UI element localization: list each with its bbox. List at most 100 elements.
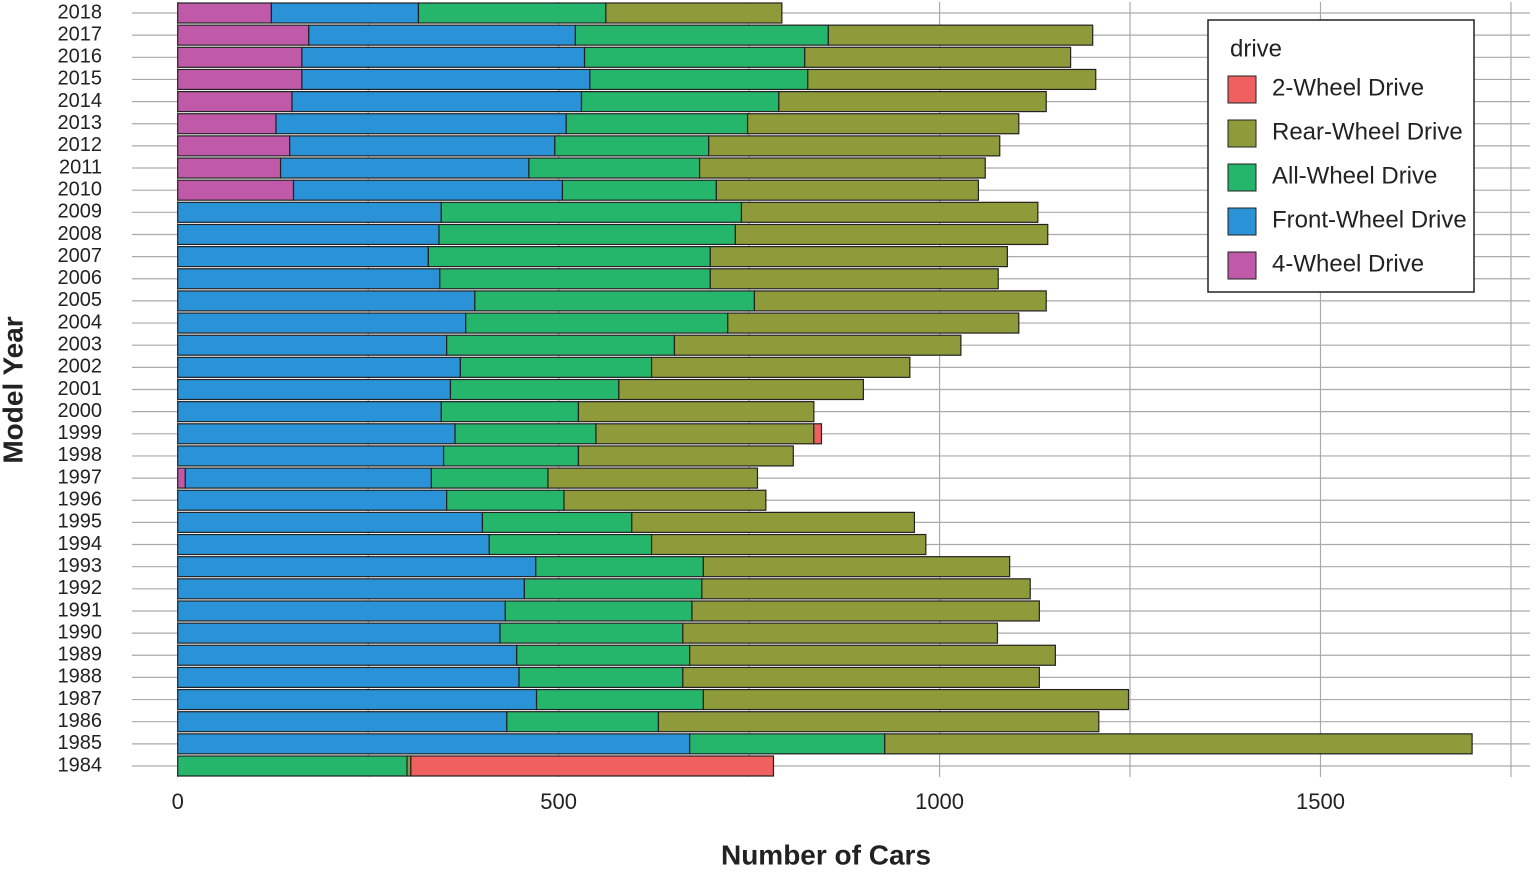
bar bbox=[631, 511, 916, 533]
bar bbox=[301, 46, 586, 68]
bar bbox=[177, 600, 506, 622]
bar bbox=[449, 378, 620, 401]
bar bbox=[177, 179, 295, 201]
legend-box bbox=[1207, 19, 1475, 293]
y-tick-label: 1996 bbox=[58, 489, 103, 511]
y-tick-label: 1984 bbox=[58, 754, 103, 776]
bar bbox=[177, 467, 186, 489]
bar bbox=[177, 24, 310, 46]
x-axis-title: Number of Cars bbox=[721, 839, 931, 870]
bar bbox=[474, 290, 756, 312]
y-tick-label: 1990 bbox=[58, 621, 103, 643]
bar bbox=[580, 90, 780, 113]
bar bbox=[177, 644, 518, 666]
bar bbox=[574, 24, 829, 46]
bar bbox=[702, 688, 1130, 711]
bar bbox=[518, 666, 684, 689]
bar bbox=[547, 467, 759, 489]
bar bbox=[589, 68, 809, 91]
bar bbox=[746, 113, 1020, 135]
bar bbox=[446, 489, 565, 511]
y-tick-label: 2007 bbox=[58, 245, 103, 267]
bar bbox=[292, 179, 564, 201]
y-tick-label: 1999 bbox=[58, 422, 103, 444]
bar bbox=[488, 533, 653, 556]
bar bbox=[308, 24, 576, 46]
bar bbox=[270, 2, 420, 24]
bar bbox=[177, 356, 461, 378]
bar bbox=[177, 290, 476, 312]
bar bbox=[177, 666, 520, 689]
legend-title: drive bbox=[1230, 35, 1282, 62]
y-tick-label: 2017 bbox=[58, 23, 103, 45]
bar bbox=[417, 2, 607, 24]
bar bbox=[442, 445, 580, 467]
y-tick-label: 2004 bbox=[58, 311, 103, 333]
bar bbox=[177, 489, 448, 511]
bar bbox=[177, 135, 291, 157]
bar bbox=[563, 489, 767, 511]
bar bbox=[804, 46, 1072, 68]
bar bbox=[291, 90, 583, 113]
bar bbox=[605, 2, 783, 24]
y-tick-label: 1994 bbox=[58, 533, 103, 555]
bar bbox=[565, 113, 749, 135]
legend-swatch bbox=[1227, 119, 1257, 148]
bar bbox=[177, 68, 303, 91]
x-tick-label: 1500 bbox=[1296, 789, 1345, 814]
y-tick-label: 1987 bbox=[58, 688, 103, 710]
bar bbox=[650, 356, 911, 378]
bar bbox=[177, 711, 508, 733]
bar bbox=[177, 312, 467, 334]
bar bbox=[430, 467, 549, 489]
bar bbox=[523, 578, 703, 600]
bar bbox=[279, 157, 530, 179]
bar bbox=[177, 622, 501, 644]
bar bbox=[702, 556, 1011, 578]
legend-label: Rear-Wheel Drive bbox=[1272, 118, 1463, 145]
bars bbox=[177, 2, 1473, 777]
bar bbox=[657, 711, 1100, 733]
bar bbox=[709, 268, 999, 290]
bar bbox=[691, 600, 1040, 622]
bar bbox=[438, 223, 736, 246]
bar bbox=[440, 201, 743, 223]
y-tick-label: 1989 bbox=[58, 644, 103, 666]
bar bbox=[427, 246, 711, 268]
y-tick-label: 1995 bbox=[58, 511, 103, 533]
bar bbox=[465, 312, 729, 334]
bar bbox=[528, 157, 701, 179]
y-tick-label: 2010 bbox=[58, 178, 103, 200]
bar bbox=[177, 90, 293, 113]
y-tick-label: 2016 bbox=[58, 46, 103, 68]
y-tick-label: 2005 bbox=[58, 289, 103, 311]
y-tick-label: 2002 bbox=[58, 356, 103, 378]
bar bbox=[577, 445, 794, 467]
bar bbox=[459, 356, 653, 378]
y-tick-label: 1985 bbox=[58, 732, 103, 754]
bar bbox=[177, 401, 442, 423]
bar bbox=[709, 246, 1008, 268]
bar bbox=[577, 401, 815, 423]
y-axis-title: Model Year bbox=[0, 316, 28, 463]
bar bbox=[535, 688, 704, 711]
bar bbox=[734, 223, 1049, 246]
y-tick-label: 1988 bbox=[58, 666, 103, 688]
legend-swatch bbox=[1227, 163, 1257, 192]
bar bbox=[813, 423, 823, 445]
bar bbox=[689, 644, 1056, 666]
bar bbox=[778, 90, 1047, 113]
y-tick-label: 2015 bbox=[58, 68, 103, 90]
bar bbox=[481, 511, 633, 533]
legend-label: All-Wheel Drive bbox=[1272, 162, 1437, 189]
bar bbox=[708, 135, 1001, 157]
axes: 0 500 1000 1500 2018201720162015201420132012… bbox=[58, 1, 1345, 814]
bar bbox=[177, 445, 445, 467]
bar bbox=[177, 113, 277, 135]
legend-swatch bbox=[1227, 207, 1257, 236]
y-tick-label: 2003 bbox=[58, 333, 103, 355]
y-tick-label: 1986 bbox=[58, 710, 103, 732]
bar bbox=[177, 511, 484, 533]
bar bbox=[177, 46, 303, 68]
